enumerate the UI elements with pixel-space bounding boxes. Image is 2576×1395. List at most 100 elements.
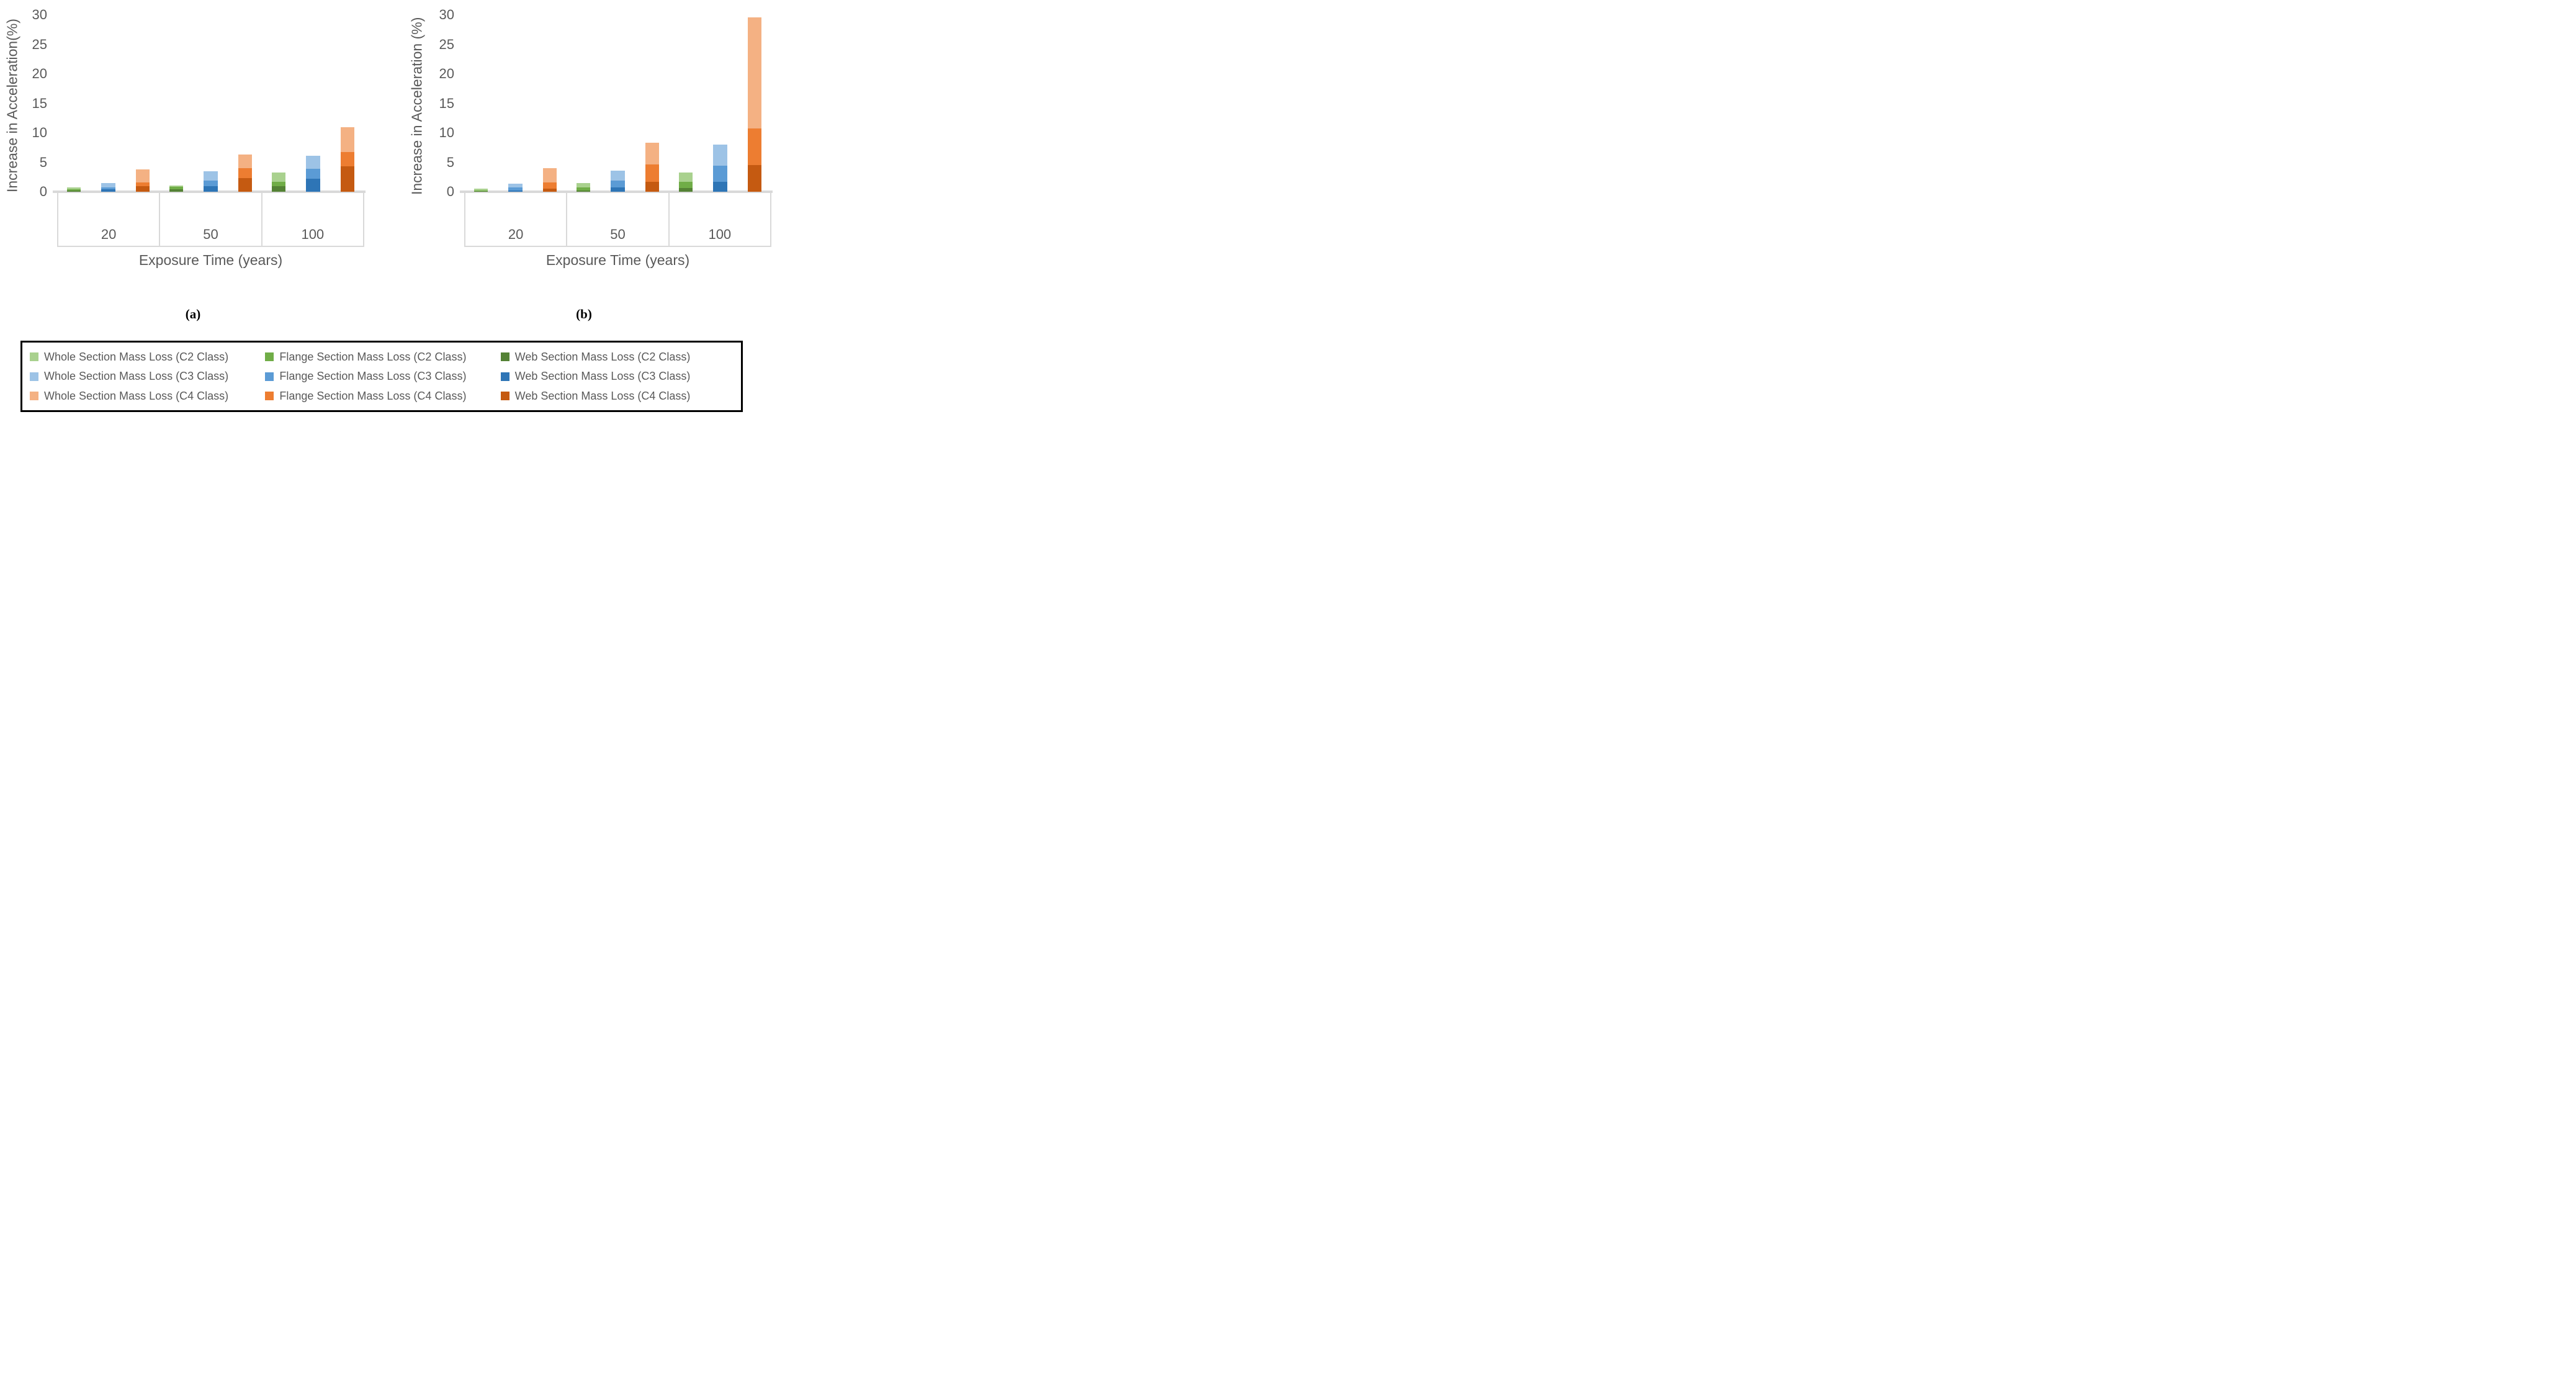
bar-c4-50yr	[238, 15, 252, 192]
legend-swatch-web-c4	[500, 392, 509, 400]
bar-segment-whole-c2	[474, 188, 488, 192]
bar-segment-web-c4	[340, 166, 354, 192]
category-strip: 20 50 100	[464, 193, 771, 247]
figure: Increase in Acceleration(%) 0 5 10 15 20 25 30…	[0, 0, 773, 418]
plot-area	[460, 15, 773, 193]
category-cell: 50	[160, 193, 263, 247]
legend-label: Flange Section Mass Loss (C4 Class)	[279, 389, 467, 402]
bar-segment-flange-c2	[474, 190, 488, 192]
category-label: 100	[301, 227, 325, 242]
y-tick-label: 25	[439, 36, 454, 52]
y-tick-label: 10	[439, 125, 454, 140]
legend-swatch-web-c2	[500, 352, 509, 361]
bar-segment-flange-c3	[508, 187, 523, 192]
caption-b: (b)	[576, 307, 592, 321]
bar-c3-20yr	[508, 15, 523, 192]
category-label: 100	[708, 227, 732, 242]
bar-c2-20yr	[67, 15, 81, 192]
bar-segment-web-c3	[508, 190, 523, 192]
bar-segment-web-c4	[135, 186, 150, 192]
legend-label: Web Section Mass Loss (C4 Class)	[514, 389, 691, 402]
y-tick-label: 30	[32, 7, 47, 22]
bar-segment-web-c4	[645, 181, 659, 192]
legend-item-whole-c3: Whole Section Mass Loss (C3 Class)	[30, 370, 265, 383]
charts-row: Increase in Acceleration(%) 0 5 10 15 20 25 30…	[0, 0, 773, 285]
legend-swatch-web-c3	[500, 372, 509, 381]
category-label: 20	[101, 227, 117, 242]
category-cell: 20	[57, 193, 161, 247]
legend-item-web-c3: Web Section Mass Loss (C3 Class)	[500, 370, 736, 383]
bar-segment-web-c2	[67, 190, 81, 192]
caption-a: (a)	[185, 307, 201, 321]
y-tick-label: 15	[439, 95, 454, 111]
legend-item-web-c2: Web Section Mass Loss (C2 Class)	[500, 350, 736, 364]
bar-segment-web-c3	[204, 186, 218, 192]
bar-segment-web-c4	[542, 188, 557, 192]
bar-c2-20yr	[474, 15, 488, 192]
bar-segment-web-c2	[169, 189, 184, 192]
category-label: 20	[508, 227, 524, 242]
x-axis-title-a: Exposure Time (years)	[138, 252, 283, 268]
bar-segment-web-c4	[747, 165, 761, 192]
bar-segment-flange-c2	[577, 187, 591, 192]
bar-segment-web-c3	[611, 187, 625, 192]
legend-swatch-flange-c4	[265, 392, 274, 400]
category-label: 50	[203, 227, 218, 242]
y-tick-label: 20	[32, 66, 47, 81]
bar-segment-web-c4	[238, 178, 252, 192]
legend-swatch-whole-c4	[30, 392, 38, 400]
plot-area	[53, 15, 366, 193]
bar-segment-web-c3	[306, 179, 320, 192]
category-cell: 100	[262, 193, 364, 247]
bar-c3-50yr	[204, 15, 218, 192]
legend-label: Web Section Mass Loss (C3 Class)	[514, 370, 691, 382]
bar-c4-100yr	[340, 15, 354, 192]
bar-c2-100yr	[272, 15, 286, 192]
legend-swatch-whole-c2	[30, 352, 38, 361]
bar-segment-web-c2	[679, 188, 693, 192]
y-tick-label: 5	[39, 154, 47, 170]
bar-c3-100yr	[713, 15, 727, 192]
y-tick-label: 0	[39, 184, 47, 199]
bar-segment-web-c2	[474, 191, 488, 192]
legend-swatch-flange-c3	[265, 372, 274, 381]
legend-item-flange-c3: Flange Section Mass Loss (C3 Class)	[265, 370, 500, 383]
legend-item-whole-c2: Whole Section Mass Loss (C2 Class)	[30, 351, 265, 364]
y-tick-label: 15	[32, 95, 47, 111]
legend-item-flange-c4: Flange Section Mass Loss (C4 Class)	[265, 390, 500, 403]
legend-label: Web Section Mass Loss (C2 Class)	[514, 350, 691, 363]
bar-segment-web-c3	[101, 189, 115, 192]
y-tick-label: 0	[446, 184, 454, 199]
legend-swatch-flange-c2	[265, 352, 274, 361]
chart-panel-a: Increase in Acceleration(%) 0 5 10 15 20 25 30…	[0, 0, 386, 285]
bar-segment-web-c3	[713, 182, 727, 192]
y-tick-label: 10	[32, 125, 47, 140]
bar-c4-20yr	[542, 15, 557, 192]
bar-c2-50yr	[169, 15, 184, 192]
bar-c2-100yr	[679, 15, 693, 192]
bar-segment-web-c2	[272, 186, 286, 192]
y-tick-label: 30	[439, 7, 454, 22]
legend-swatch-whole-c3	[30, 372, 38, 381]
bar-c4-100yr	[747, 15, 761, 192]
category-label: 50	[610, 227, 626, 242]
bar-c2-50yr	[577, 15, 591, 192]
legend-label: Whole Section Mass Loss (C4 Class)	[44, 389, 229, 402]
category-cell: 50	[567, 193, 670, 247]
legend-item-web-c4: Web Section Mass Loss (C4 Class)	[500, 389, 736, 403]
legend-item-whole-c4: Whole Section Mass Loss (C4 Class)	[30, 390, 265, 403]
bar-c3-20yr	[101, 15, 115, 192]
y-tick-label: 25	[32, 36, 47, 52]
chart-panel-b: Increase in Acceleration (%) 0 5 10 15 20 25 3…	[386, 0, 773, 285]
y-ticks: 0 5 10 15 20 25 30	[0, 8, 51, 199]
bar-c4-50yr	[645, 15, 659, 192]
category-strip: 20 50 100	[57, 193, 364, 247]
legend-box: Whole Section Mass Loss (C2 Class) Flange…	[20, 341, 743, 412]
y-ticks: 0 5 10 15 20 25 30	[386, 8, 458, 199]
y-tick-label: 5	[446, 154, 454, 170]
category-cell: 20	[464, 193, 568, 247]
bar-c3-100yr	[306, 15, 320, 192]
legend-label: Whole Section Mass Loss (C2 Class)	[44, 350, 229, 363]
legend-label: Flange Section Mass Loss (C2 Class)	[279, 350, 467, 363]
category-cell: 100	[669, 193, 771, 247]
